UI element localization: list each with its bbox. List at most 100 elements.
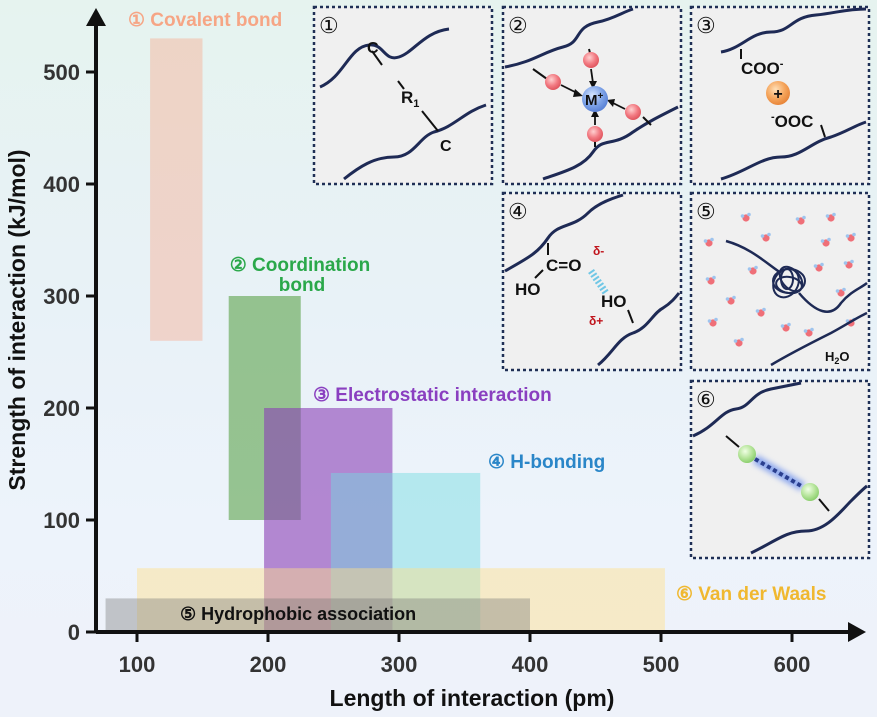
water-molecule-icon xyxy=(845,232,856,242)
water-molecule-icon xyxy=(740,212,751,222)
water-molecule-icon xyxy=(725,295,736,305)
hydroxyl-left-label: HO xyxy=(515,280,541,299)
atom-icon xyxy=(738,445,756,463)
region-hydrophobic xyxy=(105,598,530,632)
cation-icon xyxy=(766,81,790,105)
label-coordination-bond-line2: bond xyxy=(279,275,325,296)
polymer-chain-icon xyxy=(725,239,782,275)
label-van-der-waals: ⑥ Van der Waals xyxy=(676,584,826,605)
region-hbonding xyxy=(330,472,481,632)
panel-electrostatic: ③ COO- + -OOC xyxy=(689,5,871,186)
atom-icon xyxy=(801,483,819,501)
water-molecule-icon xyxy=(703,237,714,247)
bond-line xyxy=(421,110,439,132)
panel-covalent-bond: ① C R1 C xyxy=(312,5,494,186)
y-tick-label: 500 xyxy=(43,60,80,85)
region-electrostatic xyxy=(264,408,393,632)
panel-frame xyxy=(689,191,871,372)
label-h-bonding: ④ H-bonding xyxy=(488,452,605,473)
carboxylate-label-2: -OOC xyxy=(771,111,813,131)
panel-number: ⑤ xyxy=(696,200,716,225)
polymer-chain-icon xyxy=(504,7,634,69)
vdw-interaction-icon xyxy=(753,457,805,489)
metal-ion-icon xyxy=(582,86,608,112)
water-molecule-icon xyxy=(813,262,824,272)
water-label: H2O xyxy=(825,349,850,366)
polymer-chain-icon xyxy=(597,292,681,367)
x-tick-label: 100 xyxy=(119,652,156,677)
cation-plus: + xyxy=(773,86,782,103)
panel-frame xyxy=(501,191,683,372)
polymer-chain-icon xyxy=(319,27,450,89)
bond-line xyxy=(725,435,740,448)
panel-number: ① xyxy=(319,14,339,39)
r1-label: R1 xyxy=(401,88,419,110)
water-molecule-icon xyxy=(835,287,846,297)
water-molecule-icon xyxy=(820,237,831,247)
bond-line xyxy=(397,80,405,90)
water-molecules xyxy=(703,212,856,347)
water-molecule-icon xyxy=(780,322,791,332)
bond-line xyxy=(371,50,383,66)
panel-coordination-bond: ② M+ xyxy=(501,5,683,186)
panel-number: ⑥ xyxy=(696,388,716,413)
y-tick-label: 200 xyxy=(43,396,80,421)
bond-line xyxy=(532,68,548,80)
y-axis-title: Strength of interaction (kJ/mol) xyxy=(4,149,30,490)
label-coordination-bond: ② Coordination xyxy=(230,255,371,276)
label-covalent-bond: ① Covalent bond xyxy=(128,10,282,31)
arrow-head-icon xyxy=(591,109,599,117)
polymer-chain-icon xyxy=(542,105,679,181)
y-ticks: 0 100 200 300 400 500 xyxy=(43,60,96,645)
ligand-atom-icon xyxy=(583,52,599,68)
panel-number: ④ xyxy=(508,200,528,225)
bond-line xyxy=(627,309,634,324)
ligand-atom-icon xyxy=(545,74,561,90)
y-axis-arrow-icon xyxy=(86,8,106,26)
y-tick-label: 0 xyxy=(68,620,80,645)
region-vdw xyxy=(137,568,665,632)
arrow-head-icon xyxy=(607,99,615,107)
region-labels: ① Covalent bond ② Coordination bond ③ El… xyxy=(128,10,826,624)
bond-line xyxy=(534,269,544,279)
polymer-chain-icon xyxy=(750,484,868,555)
y-tick-label: 100 xyxy=(43,508,80,533)
panel-van-der-waals: ⑥ xyxy=(689,379,871,560)
bond-line xyxy=(820,124,826,138)
water-molecule-icon xyxy=(707,317,718,327)
water-molecule-icon xyxy=(705,275,716,285)
x-tick-label: 400 xyxy=(512,652,549,677)
atom-c-top: C xyxy=(367,40,379,57)
hydroxyl-right-label: HO xyxy=(601,292,627,311)
y-tick-label: 300 xyxy=(43,284,80,309)
axes: 100 200 300 400 500 600 0 100 200 300 400 500 Leng… xyxy=(4,8,866,711)
delta-minus-label: δ- xyxy=(593,244,604,258)
atom-c-bottom: C xyxy=(440,138,452,155)
arrow-icon xyxy=(590,68,594,84)
label-electrostatic-interaction: ③ Electrostatic interaction xyxy=(313,385,552,406)
arrow-icon xyxy=(560,84,578,94)
metal-ion-label: M+ xyxy=(585,91,604,109)
water-molecule-icon xyxy=(747,265,758,275)
carboxylate-label: COO- xyxy=(741,58,784,78)
delta-plus-label: δ+ xyxy=(589,314,603,328)
polymer-chain-icon xyxy=(770,311,868,367)
polymer-chain-icon xyxy=(720,120,867,181)
x-axis-title: Length of interaction (pm) xyxy=(330,685,615,711)
polymer-coil-icon xyxy=(772,265,806,299)
x-tick-label: 500 xyxy=(643,652,680,677)
polymer-chain-icon xyxy=(798,282,868,313)
water-molecule-icon xyxy=(803,327,814,337)
arrow-icon xyxy=(612,102,626,110)
water-molecule-icon xyxy=(733,337,744,347)
water-molecule-icon xyxy=(760,232,771,242)
panel-number: ② xyxy=(508,14,528,39)
region-covalent xyxy=(150,38,203,341)
arrow-head-icon xyxy=(573,89,583,97)
polymer-chain-icon xyxy=(692,381,802,438)
x-tick-label: 600 xyxy=(774,652,811,677)
water-molecule-icon xyxy=(795,215,806,225)
panel-number: ③ xyxy=(696,14,716,39)
